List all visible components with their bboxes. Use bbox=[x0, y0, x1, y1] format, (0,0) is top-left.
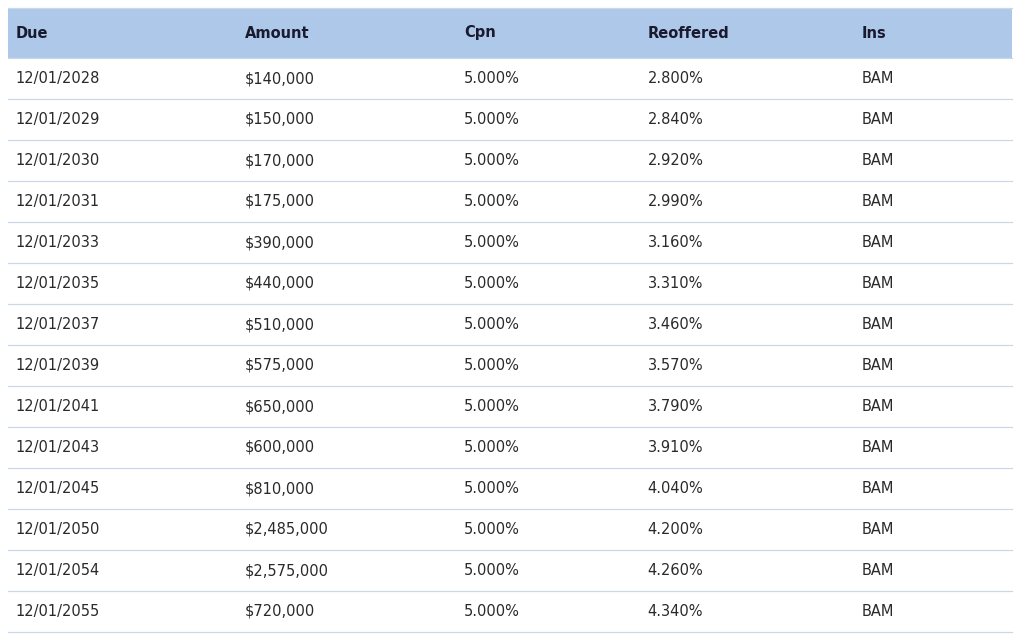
Text: 5.000%: 5.000% bbox=[464, 235, 520, 250]
Text: $440,000: $440,000 bbox=[245, 276, 315, 291]
Text: BAM: BAM bbox=[861, 317, 894, 332]
Text: BAM: BAM bbox=[861, 522, 894, 537]
Text: 3.790%: 3.790% bbox=[647, 399, 703, 414]
Text: 3.460%: 3.460% bbox=[647, 317, 702, 332]
Text: 5.000%: 5.000% bbox=[464, 276, 520, 291]
Text: 3.160%: 3.160% bbox=[647, 235, 702, 250]
Text: 5.000%: 5.000% bbox=[464, 481, 520, 496]
Text: 2.840%: 2.840% bbox=[647, 112, 703, 127]
Text: $600,000: $600,000 bbox=[245, 440, 315, 455]
Text: 12/01/2043: 12/01/2043 bbox=[15, 440, 99, 455]
Text: 5.000%: 5.000% bbox=[464, 440, 520, 455]
Text: $170,000: $170,000 bbox=[245, 153, 315, 168]
Text: BAM: BAM bbox=[861, 481, 894, 496]
Text: BAM: BAM bbox=[861, 399, 894, 414]
Text: 12/01/2050: 12/01/2050 bbox=[15, 522, 100, 537]
Text: 12/01/2055: 12/01/2055 bbox=[15, 604, 100, 619]
Text: $150,000: $150,000 bbox=[245, 112, 315, 127]
Text: $650,000: $650,000 bbox=[245, 399, 315, 414]
Text: BAM: BAM bbox=[861, 604, 894, 619]
Text: BAM: BAM bbox=[861, 276, 894, 291]
Text: Cpn: Cpn bbox=[464, 25, 495, 41]
Text: 5.000%: 5.000% bbox=[464, 563, 520, 578]
Text: 5.000%: 5.000% bbox=[464, 399, 520, 414]
Text: 3.310%: 3.310% bbox=[647, 276, 702, 291]
Text: 4.340%: 4.340% bbox=[647, 604, 702, 619]
Text: 12/01/2041: 12/01/2041 bbox=[15, 399, 100, 414]
Text: BAM: BAM bbox=[861, 153, 894, 168]
Text: 12/01/2037: 12/01/2037 bbox=[15, 317, 100, 332]
Text: $720,000: $720,000 bbox=[245, 604, 315, 619]
Text: $2,575,000: $2,575,000 bbox=[245, 563, 328, 578]
Text: $810,000: $810,000 bbox=[245, 481, 315, 496]
Text: 12/01/2054: 12/01/2054 bbox=[15, 563, 100, 578]
Text: 4.040%: 4.040% bbox=[647, 481, 703, 496]
Text: 2.920%: 2.920% bbox=[647, 153, 703, 168]
Text: $175,000: $175,000 bbox=[245, 194, 315, 209]
Text: 5.000%: 5.000% bbox=[464, 112, 520, 127]
Text: 12/01/2031: 12/01/2031 bbox=[15, 194, 99, 209]
Text: BAM: BAM bbox=[861, 194, 894, 209]
Text: $510,000: $510,000 bbox=[245, 317, 315, 332]
Text: 3.910%: 3.910% bbox=[647, 440, 702, 455]
Text: 12/01/2035: 12/01/2035 bbox=[15, 276, 99, 291]
Text: 12/01/2028: 12/01/2028 bbox=[15, 71, 100, 86]
Text: $2,485,000: $2,485,000 bbox=[245, 522, 328, 537]
Text: 12/01/2039: 12/01/2039 bbox=[15, 358, 99, 373]
Text: 4.200%: 4.200% bbox=[647, 522, 703, 537]
Text: 5.000%: 5.000% bbox=[464, 153, 520, 168]
Text: 3.570%: 3.570% bbox=[647, 358, 703, 373]
Text: 5.000%: 5.000% bbox=[464, 522, 520, 537]
Text: 5.000%: 5.000% bbox=[464, 604, 520, 619]
Text: 12/01/2029: 12/01/2029 bbox=[15, 112, 100, 127]
Text: 12/01/2030: 12/01/2030 bbox=[15, 153, 100, 168]
Text: Ins: Ins bbox=[861, 25, 886, 41]
Text: Amount: Amount bbox=[245, 25, 309, 41]
Bar bbox=[8, 8, 1011, 58]
Text: 5.000%: 5.000% bbox=[464, 317, 520, 332]
Text: Due: Due bbox=[15, 25, 48, 41]
Text: BAM: BAM bbox=[861, 440, 894, 455]
Text: 5.000%: 5.000% bbox=[464, 71, 520, 86]
Text: 12/01/2033: 12/01/2033 bbox=[15, 235, 99, 250]
Text: 4.260%: 4.260% bbox=[647, 563, 703, 578]
Text: 2.800%: 2.800% bbox=[647, 71, 703, 86]
Text: BAM: BAM bbox=[861, 358, 894, 373]
Text: 5.000%: 5.000% bbox=[464, 194, 520, 209]
Text: 5.000%: 5.000% bbox=[464, 358, 520, 373]
Text: BAM: BAM bbox=[861, 112, 894, 127]
Text: BAM: BAM bbox=[861, 235, 894, 250]
Text: $140,000: $140,000 bbox=[245, 71, 315, 86]
Text: BAM: BAM bbox=[861, 71, 894, 86]
Text: $575,000: $575,000 bbox=[245, 358, 315, 373]
Text: 2.990%: 2.990% bbox=[647, 194, 703, 209]
Text: 12/01/2045: 12/01/2045 bbox=[15, 481, 100, 496]
Text: $390,000: $390,000 bbox=[245, 235, 315, 250]
Text: Reoffered: Reoffered bbox=[647, 25, 729, 41]
Text: BAM: BAM bbox=[861, 563, 894, 578]
